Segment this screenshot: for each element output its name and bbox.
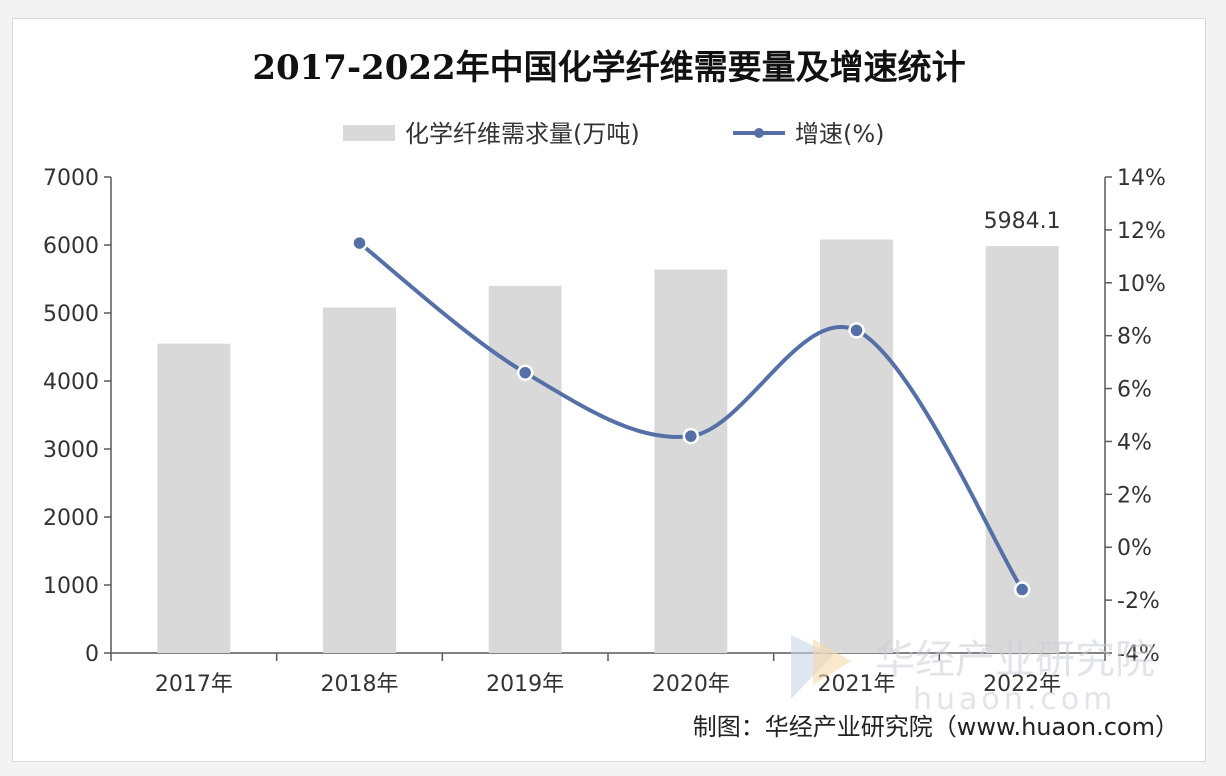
legend-bar-label: 化学纤维需求量(万吨) (405, 120, 640, 148)
data-labels: 5984.1 (984, 209, 1061, 234)
right-tick-label: 12% (1117, 219, 1166, 244)
growth-point-2020年 (682, 427, 700, 445)
legend-line-marker (754, 128, 764, 138)
growth-point-2019年 (516, 364, 534, 381)
bar-2018年 (323, 307, 396, 653)
x-tick-label: 2020年 (652, 672, 730, 697)
right-tick-label: 14% (1117, 166, 1166, 191)
watermark-en: huaon.com (913, 682, 1116, 717)
source-note: 制图：华经产业研究院（www.huaon.com） (693, 713, 1179, 741)
right-tick-label: -2% (1117, 589, 1160, 614)
legend: 化学纤维需求量(万吨) 增速(%) (343, 120, 885, 148)
left-tick-label: 1000 (43, 574, 99, 599)
growth-point-2018年 (351, 234, 368, 252)
x-tick-label: 2022年 (983, 672, 1061, 697)
growth-point-2021年 (848, 322, 865, 339)
legend-bar-swatch (343, 125, 395, 141)
x-tick-label: 2017年 (155, 672, 233, 697)
right-tick-label: 10% (1117, 272, 1166, 297)
left-tick-label: 7000 (43, 166, 99, 191)
left-tick-label: 4000 (43, 370, 99, 395)
x-tick-label: 2019年 (486, 672, 564, 697)
bar-2021年 (820, 239, 893, 653)
right-tick-label: 4% (1117, 430, 1152, 455)
watermark-logo-accent-icon (813, 639, 851, 685)
axes: 0 1000 2000 3000 4000 5000 6000 7000 -4% -2% 0% 2% 4… (43, 166, 1166, 697)
legend-line-label: 增速(%) (795, 120, 885, 148)
chart-title: 2017-2022年中国化学纤维需要量及增速统计 (252, 48, 965, 88)
right-tick-label: 8% (1117, 325, 1152, 350)
left-tick-label: 2000 (43, 506, 99, 531)
x-tick-label: 2021年 (818, 672, 896, 697)
watermark: 华经产业研究院 huaon.com (791, 635, 1155, 717)
left-tick-label: 3000 (43, 438, 99, 463)
growth-line-path (358, 241, 1024, 591)
right-tick-label: 2% (1117, 483, 1152, 508)
right-tick-label: 0% (1117, 536, 1152, 561)
bar-2020年 (654, 269, 728, 653)
growth-point-2022年 (1013, 581, 1031, 598)
bars (157, 239, 1059, 653)
bar-2019年 (488, 285, 562, 653)
left-tick-label: 6000 (43, 234, 99, 259)
bar-2017年 (157, 343, 231, 653)
watermark-cn: 华经产业研究院 (875, 637, 1155, 683)
right-tick-label: -4% (1117, 642, 1160, 667)
x-tick-label: 2018年 (321, 672, 399, 697)
left-tick-label: 0 (85, 642, 99, 667)
chart-svg: 2017-2022年中国化学纤维需要量及增速统计 化学纤维需求量(万吨) 增速(… (43, 48, 1179, 741)
data-label: 5984.1 (984, 209, 1061, 234)
left-tick-label: 5000 (43, 302, 99, 327)
right-tick-label: 6% (1117, 378, 1152, 403)
growth-line (351, 234, 1031, 598)
chart-frame: 2017-2022年中国化学纤维需要量及增速统计 化学纤维需求量(万吨) 增速(… (12, 18, 1206, 762)
